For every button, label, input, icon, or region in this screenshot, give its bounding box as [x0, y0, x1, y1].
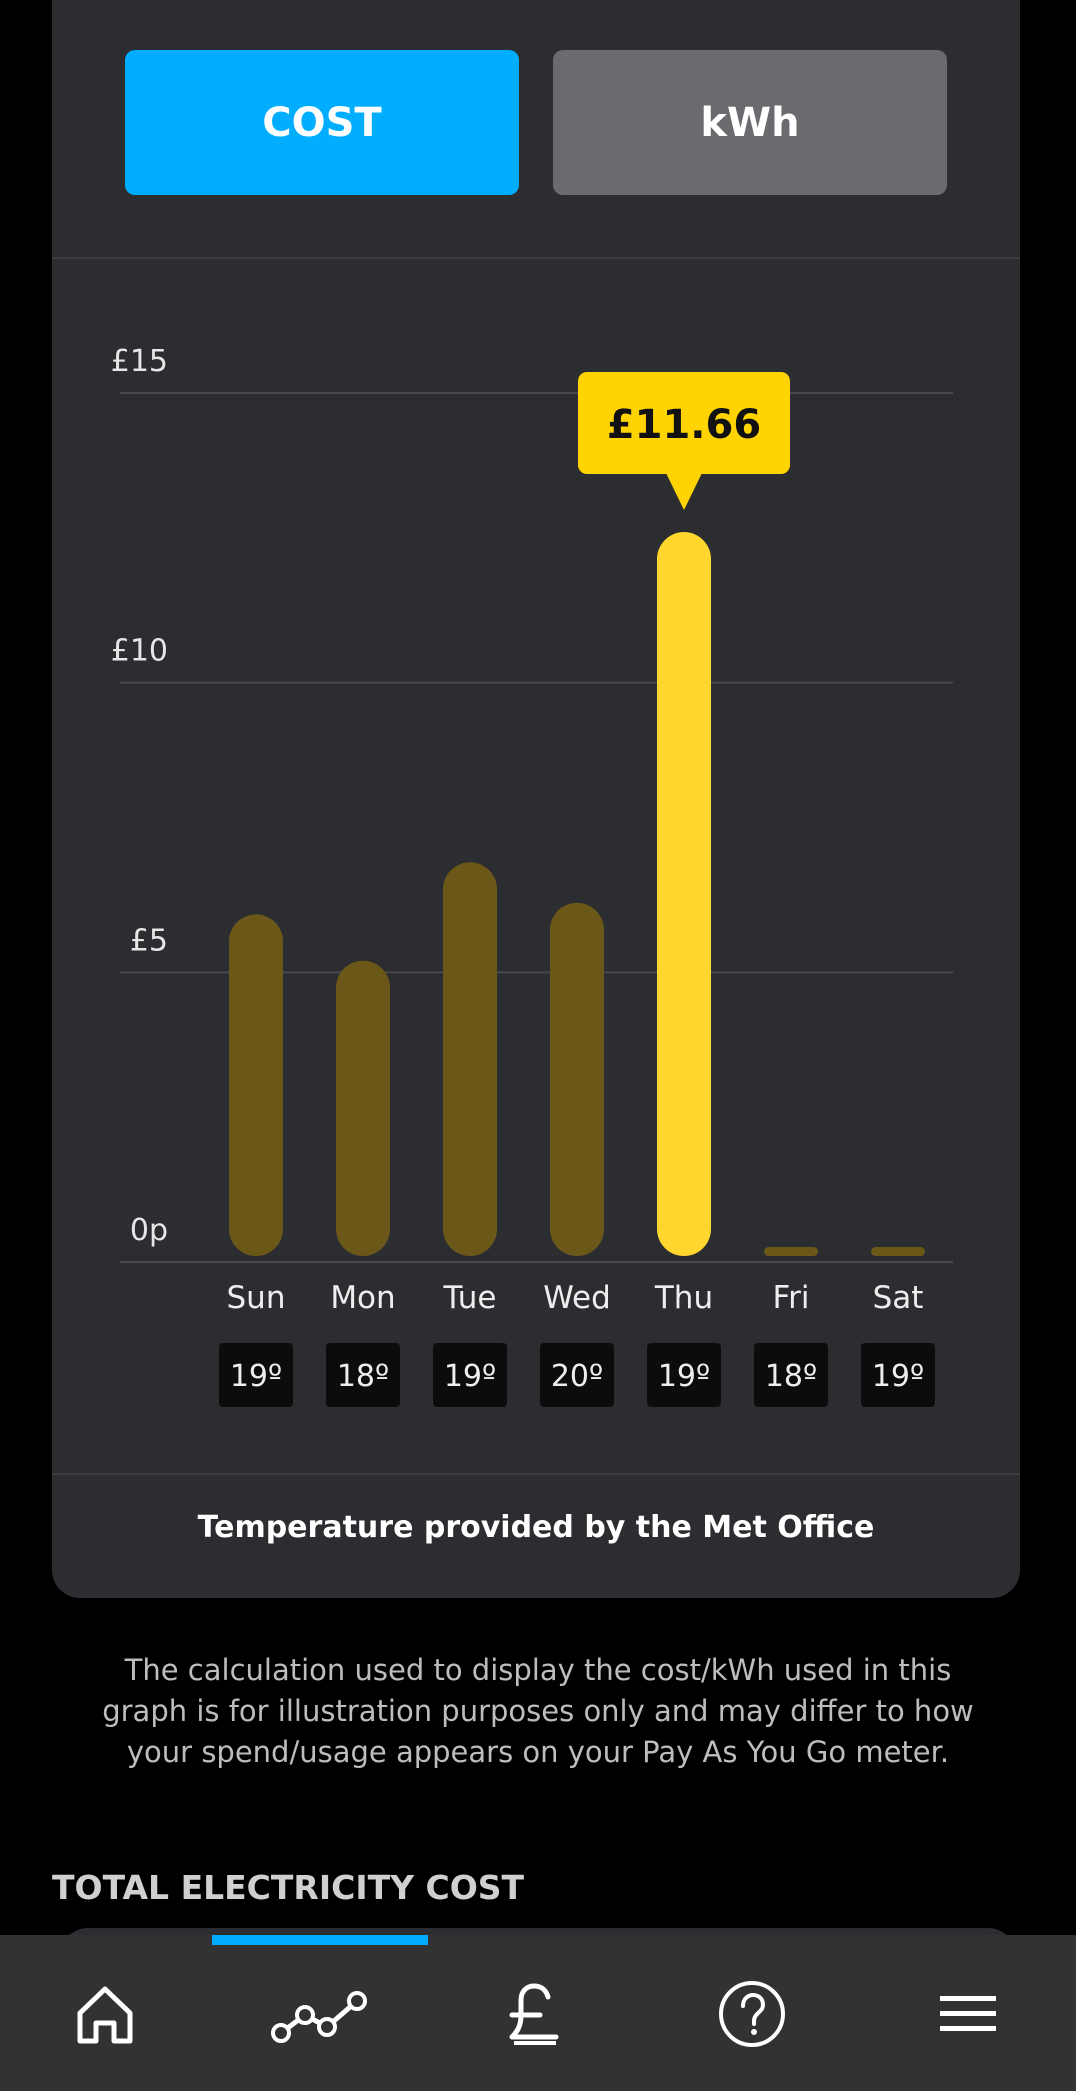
- kwh-toggle-button[interactable]: kWh: [553, 50, 947, 195]
- day-label: Tue: [443, 1280, 497, 1316]
- nav-usage[interactable]: [245, 1959, 395, 2069]
- menu-icon: [940, 1996, 996, 2031]
- y-tick-label: £10: [111, 634, 168, 669]
- y-tick-label: 0p: [130, 1213, 168, 1248]
- met-office-credit: Temperature provided by the Met Office: [197, 1510, 875, 1545]
- tooltip-pointer: [666, 473, 702, 510]
- nav-top-up[interactable]: [460, 1959, 610, 2069]
- bottom-navigation: [0, 1935, 1076, 2091]
- highlight-tooltip: £11.66: [578, 372, 790, 510]
- disclaimer-line: The calculation used to display the cost…: [124, 1653, 952, 1687]
- cost-toggle-button[interactable]: COST: [125, 50, 519, 195]
- temperature-value: 19º: [658, 1359, 710, 1394]
- temperature-badge: [647, 1343, 721, 1407]
- temperature-value: 19º: [872, 1359, 924, 1394]
- help-icon: [719, 1981, 785, 2047]
- temperature-badge: [326, 1343, 400, 1407]
- temperature-badge: [540, 1343, 614, 1407]
- y-tick-label: £15: [111, 344, 168, 379]
- temperature-row: 19º 18º 19º 20º 19º 18º 19º: [219, 1343, 935, 1407]
- tooltip-value: £11.66: [607, 402, 761, 448]
- temperature-value: 19º: [230, 1359, 282, 1394]
- card-divider-bottom: [52, 1473, 1020, 1475]
- temperature-badge: [754, 1343, 828, 1407]
- temperature-badge: [861, 1343, 935, 1407]
- chart-y-axis: 0p £5 £10 £15: [111, 344, 168, 1248]
- temperature-badge: [219, 1343, 293, 1407]
- bar-tue[interactable]: [443, 862, 497, 1256]
- day-label: Thu: [654, 1280, 713, 1316]
- bar-wed[interactable]: [550, 902, 604, 1256]
- day-label: Fri: [773, 1280, 810, 1316]
- day-label: Wed: [543, 1280, 611, 1316]
- disclaimer-line: your spend/usage appears on your Pay As …: [126, 1735, 950, 1769]
- bar-sat[interactable]: [871, 1247, 925, 1256]
- bar-fri[interactable]: [764, 1247, 818, 1256]
- home-icon: [77, 1986, 133, 2044]
- nav-menu[interactable]: [893, 1959, 1043, 2069]
- nav-help[interactable]: [677, 1959, 827, 2069]
- y-tick-label: £5: [130, 923, 168, 958]
- nav-home[interactable]: [30, 1959, 180, 2069]
- usage-graph-icon: [271, 1991, 367, 2043]
- temperature-badge: [433, 1343, 507, 1407]
- cost-bar-chart: 0p£5£10£15 Sun Mon Tue Wed Thu Fri Sat 19º 18º 1…: [111, 344, 953, 1407]
- temperature-value: 20º: [551, 1359, 603, 1394]
- tooltip-box: [578, 372, 790, 474]
- total-electricity-cost-heading: TOTAL ELECTRICITY COST: [52, 1868, 525, 1907]
- card-divider-top: [52, 257, 1020, 259]
- bar-thu[interactable]: [657, 532, 711, 1256]
- temperature-value: 18º: [337, 1359, 389, 1394]
- illustration-disclaimer: The calculation used to display the cost…: [70, 1650, 1006, 1773]
- day-label: Sun: [227, 1280, 286, 1316]
- disclaimer-line: graph is for illustration purposes only …: [102, 1694, 974, 1728]
- pound-top-up-icon: [509, 1983, 559, 2045]
- nav-active-indicator: [212, 1935, 428, 1945]
- day-label: Mon: [330, 1280, 395, 1316]
- bar-sun[interactable]: [229, 914, 283, 1256]
- usage-chart-card: [52, 0, 1020, 1598]
- temperature-value: 19º: [444, 1359, 496, 1394]
- temperature-value: 18º: [765, 1359, 817, 1394]
- day-label: Sat: [873, 1280, 924, 1316]
- chart-bars: [229, 532, 925, 1256]
- chart-x-axis: Sun Mon Tue Wed Thu Fri Sat: [227, 1280, 924, 1316]
- bar-mon[interactable]: [336, 960, 390, 1256]
